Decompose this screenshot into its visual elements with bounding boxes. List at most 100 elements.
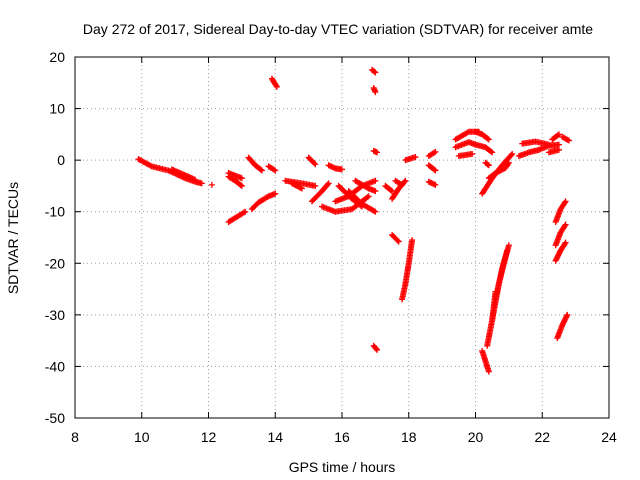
data-point: [365, 193, 372, 200]
data-point: [272, 190, 279, 197]
x-tick-label: 10: [134, 429, 150, 445]
data-point: [464, 129, 471, 136]
data-point: [485, 162, 492, 169]
y-tick-label: -20: [45, 255, 65, 271]
x-tick-label: 24: [601, 429, 617, 445]
y-tick-label: 10: [49, 101, 65, 117]
data-point: [562, 221, 569, 228]
data-point: [561, 222, 568, 229]
data-point: [561, 199, 568, 206]
data-point: [555, 141, 562, 148]
y-tick-label: -50: [45, 410, 65, 426]
data-point: [432, 148, 439, 155]
data-point: [412, 154, 419, 161]
data-point: [504, 247, 511, 254]
data-point: [564, 311, 571, 318]
data-point: [485, 136, 492, 143]
data-point: [555, 131, 562, 138]
data-point: [374, 346, 381, 353]
data-point: [237, 182, 244, 189]
data-point: [324, 181, 331, 188]
data-point: [242, 208, 249, 215]
data-point: [372, 89, 379, 96]
data-point: [484, 135, 491, 142]
plot-frame: [74, 56, 610, 419]
y-tick-label: 20: [49, 49, 65, 65]
data-point: [402, 177, 409, 184]
data-point: [397, 181, 404, 188]
data-point: [431, 166, 438, 173]
data-point: [298, 185, 305, 192]
data-point: [387, 187, 394, 194]
gridlines: [75, 57, 609, 418]
data-point: [432, 181, 439, 188]
x-tick-label: 22: [534, 429, 550, 445]
data-point: [555, 146, 562, 153]
data-point: [257, 166, 264, 173]
y-tick-label: -30: [45, 307, 65, 323]
data-point: [311, 160, 318, 167]
data-point: [372, 188, 379, 195]
y-tick-label: -10: [45, 204, 65, 220]
data-point: [192, 176, 199, 183]
data-point: [399, 181, 406, 188]
data-point: [431, 149, 438, 156]
data-point: [238, 175, 245, 182]
data-point: [469, 150, 476, 157]
data-point: [505, 242, 512, 249]
x-tick-label: 12: [201, 429, 217, 445]
y-axis-label: SDTVAR / TECUs: [5, 182, 21, 294]
x-tick-label: 18: [401, 429, 417, 445]
data-point: [505, 159, 512, 166]
data-point: [371, 207, 378, 214]
data-point: [564, 136, 571, 143]
data-point: [325, 180, 332, 187]
data-point: [240, 209, 247, 216]
data-point: [373, 345, 380, 352]
data-point: [508, 152, 515, 159]
data-point: [371, 68, 378, 75]
data-point: [339, 166, 345, 173]
x-tick-label: 20: [468, 429, 484, 445]
data-point: [565, 137, 572, 144]
data-point: [374, 149, 381, 156]
data-point: [484, 161, 491, 168]
data-point: [270, 166, 277, 173]
data-point: [561, 240, 568, 247]
data-point: [389, 188, 396, 195]
data-point: [238, 182, 245, 189]
data-point: [372, 69, 379, 76]
y-tick-label: 0: [57, 152, 65, 168]
data-point: [273, 82, 280, 89]
data-point: [364, 184, 371, 191]
data-point: [509, 150, 516, 157]
data-point: [258, 167, 265, 174]
data-point: [198, 180, 205, 187]
x-axis-label: GPS time / hours: [289, 459, 396, 475]
x-tick-label: 16: [334, 429, 350, 445]
x-tick-label: 8: [71, 429, 79, 445]
data-point: [395, 238, 402, 245]
data-point: [364, 194, 371, 201]
x-tick-label: 14: [267, 429, 283, 445]
data-point: [489, 149, 496, 156]
data-point: [432, 167, 439, 174]
data-point: [208, 181, 215, 188]
y-tick-label: -40: [45, 358, 65, 374]
data-point: [554, 132, 561, 139]
data-point: [147, 162, 154, 169]
data-point: [273, 83, 280, 90]
data-point: [562, 239, 569, 246]
data-points: [135, 66, 572, 375]
data-point: [312, 182, 319, 189]
data-point: [562, 198, 569, 205]
data-point: [272, 167, 279, 174]
data-point: [485, 368, 492, 375]
data-point: [488, 148, 495, 155]
data-point: [505, 161, 512, 168]
data-point: [401, 178, 408, 185]
data-point: [409, 237, 416, 244]
data-point: [394, 237, 401, 244]
chart-title: Day 272 of 2017, Sidereal Day-to-day VTE…: [83, 21, 593, 37]
